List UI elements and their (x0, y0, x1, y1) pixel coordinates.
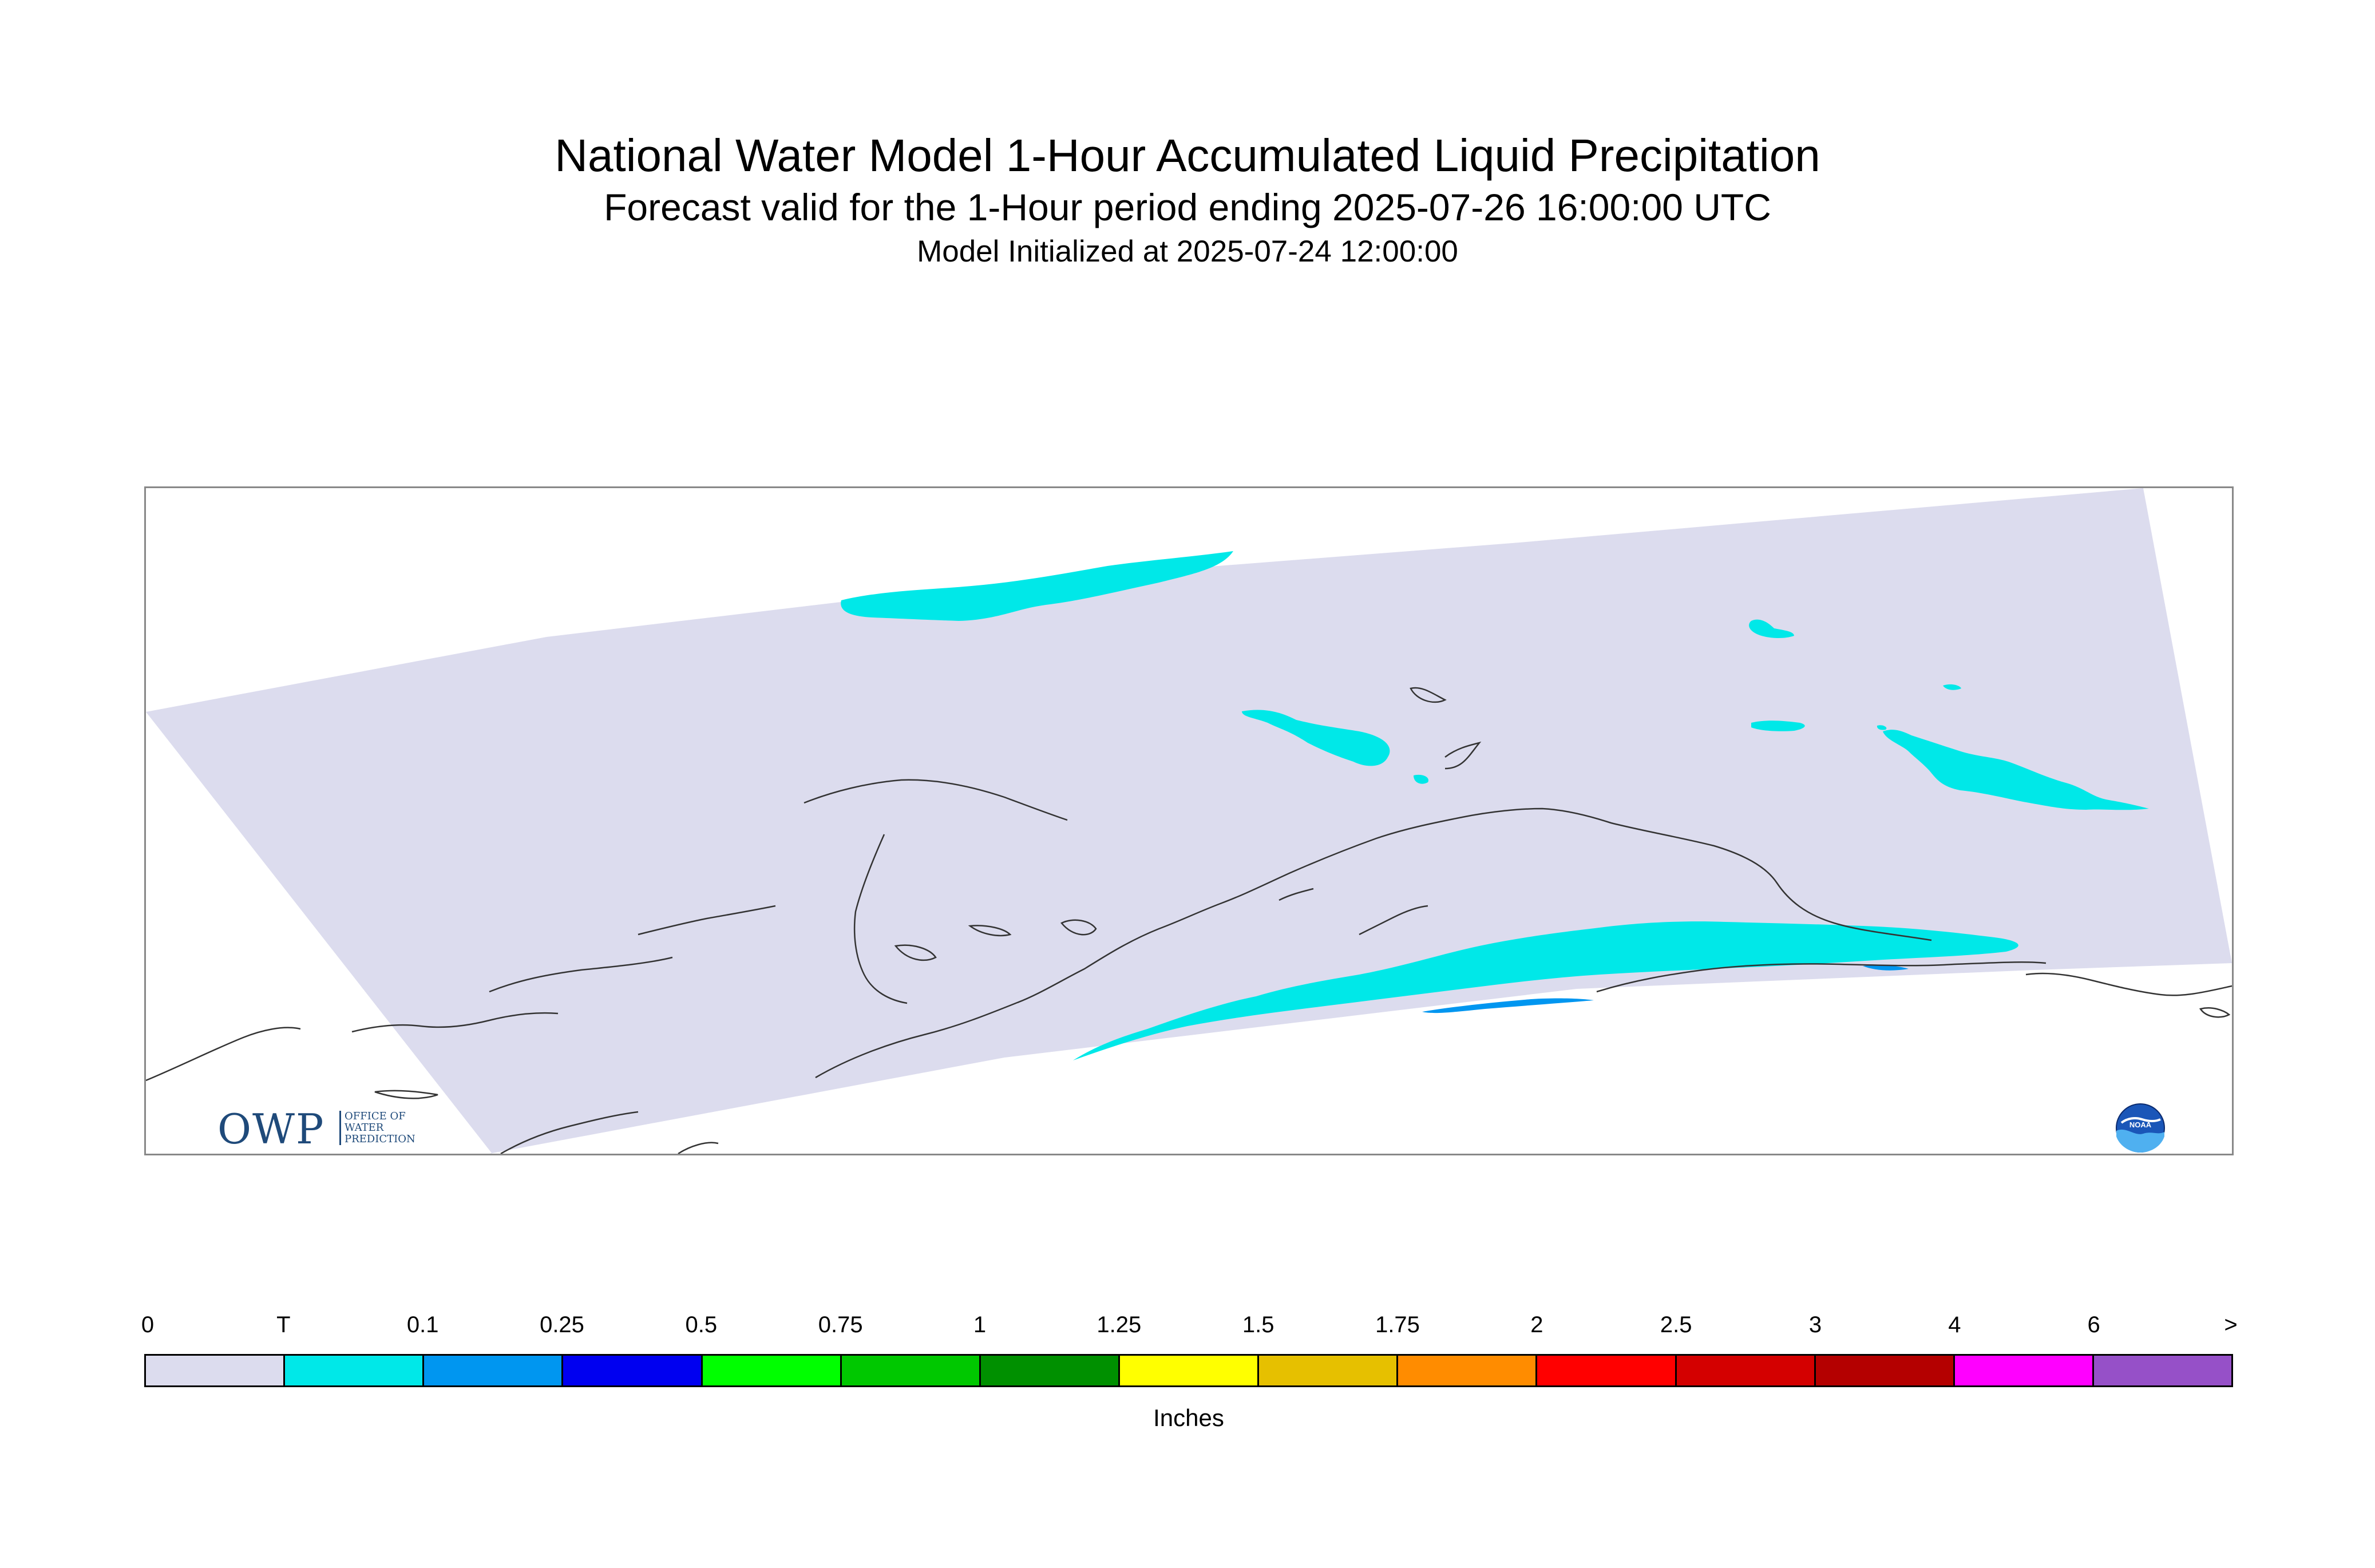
legend-swatch-6 (980, 1356, 1120, 1385)
legend-tick-label: 2.5 (1660, 1312, 1692, 1337)
legend-tick-label: 0.75 (818, 1312, 863, 1337)
precip-0-1-areas (1422, 965, 1909, 1013)
model-domain (146, 488, 2232, 1154)
legend-tick-label: 1.5 (1242, 1312, 1274, 1337)
legend-tick-label: 1.75 (1375, 1312, 1420, 1337)
coast-southwest (500, 1111, 639, 1154)
legend-swatch-8 (1259, 1356, 1399, 1385)
owp-logo-line-2: WATER (345, 1122, 384, 1134)
legend-tick-label: 4 (1948, 1312, 1961, 1337)
legend-color-bar (144, 1354, 2233, 1387)
coast-lake (1060, 919, 1097, 936)
precip-trace-areas (841, 551, 2149, 1060)
precip-area-center-dot (1414, 774, 1428, 784)
legend-swatch-2 (424, 1356, 564, 1385)
legend-tick-label: 6 (2087, 1312, 2100, 1337)
legend-swatch-0 (146, 1356, 286, 1385)
legend-tick-label: 0.25 (540, 1312, 584, 1337)
legend-tick-label: T (276, 1312, 291, 1337)
owp-logo: OWP OFFICE OF WATER PREDICTION (217, 1106, 423, 1152)
legend-swatch-12 (1815, 1356, 1955, 1385)
coast-river-2 (853, 834, 908, 1004)
legend-swatch-11 (1676, 1356, 1816, 1385)
owp-logo-line-3: PREDICTION (345, 1133, 415, 1145)
legend-tick-label: > (2224, 1312, 2238, 1337)
precip-area-northeast-2 (1751, 720, 1805, 731)
coast-islands-center-2 (1278, 888, 1314, 901)
owp-logo-line-1: OFFICE OF (345, 1110, 406, 1122)
owp-logo-letters: OWP (217, 1105, 325, 1153)
noaa-logo: NOAA (2116, 1103, 2165, 1153)
legend-swatch-5 (841, 1356, 981, 1385)
legend-swatch-1 (285, 1356, 425, 1385)
legend-tick-label: 0 (141, 1312, 155, 1337)
legend-swatch-9 (1398, 1356, 1538, 1385)
legend-tick-label: 3 (1808, 1312, 1822, 1337)
legend-swatch-10 (1537, 1356, 1677, 1385)
legend-swatch-3 (563, 1356, 703, 1385)
coast-east-lake (2199, 1007, 2231, 1018)
legend-swatch-13 (1954, 1356, 2094, 1385)
coast-west-bay (351, 1012, 559, 1033)
coast-southwest-2 (678, 1142, 719, 1154)
coastlines (146, 687, 2232, 1154)
map-title: National Water Model 1-Hour Accumulated … (555, 130, 1820, 181)
legend-tick-label: 0.1 (406, 1312, 439, 1337)
model-initialized-text: Model Initialized at 2025-07-24 12:00:00 (917, 235, 1458, 268)
coast-mainland (1596, 961, 2047, 993)
precip-area-center (1242, 710, 1390, 766)
coast-peninsula (815, 807, 1932, 1079)
map-panel: OWP OFFICE OF WATER PREDICTION NOAA (144, 486, 2234, 1155)
precipitation-legend: 0 T 0.1 0.25 0.5 0.75 1 1.25 1.5 1.75 2 2.5 3 4 6 > Inc… (141, 1310, 2238, 1442)
coast-islands-center (1359, 905, 1428, 936)
precip-area-north (841, 551, 1233, 621)
forecast-valid-subtitle: Forecast valid for the 1-Hour period end… (604, 186, 1771, 228)
owp-logo-subtext: OFFICE OF WATER PREDICTION (339, 1111, 415, 1145)
legend-tick-label: 1 (973, 1312, 987, 1337)
coast-west-lake (374, 1090, 438, 1099)
precip-area-south (1073, 921, 2018, 1060)
legend-swatch-14 (2093, 1356, 2232, 1385)
coast-island-1 (894, 944, 937, 961)
legend-swatch-4 (702, 1356, 842, 1385)
precip-area-northeast-1 (1749, 619, 1794, 638)
precip-area-northeast-3 (1943, 684, 1961, 690)
legend-unit-label: Inches (1153, 1404, 1224, 1431)
coast-river (803, 779, 1068, 821)
legend-tick-labels: 0 T 0.1 0.25 0.5 0.75 1 1.25 1.5 1.75 2 2.5 3 4 6 > (141, 1310, 2238, 1345)
legend-tick-label: 1.25 (1097, 1312, 1142, 1337)
legend-tick-label: 0.5 (685, 1312, 718, 1337)
coast-west-arc (489, 956, 673, 993)
legend-swatch-7 (1119, 1356, 1260, 1385)
precip-area-east (1883, 730, 2149, 810)
precip-area-south-core (1422, 998, 1594, 1013)
precip-area-south-core-east (1863, 965, 1909, 971)
precip-area-east-dot (1877, 725, 1887, 730)
coast-islands-north (1410, 687, 1447, 703)
coast-west (146, 1027, 301, 1082)
noaa-logo-text: NOAA (2129, 1120, 2152, 1129)
coast-west-arc-2 (638, 905, 776, 936)
coast-islands-north-2 (1444, 741, 1482, 770)
coast-east-shore (2025, 972, 2232, 996)
coast-island-2 (968, 925, 1012, 937)
precipitation-map (146, 488, 2232, 1154)
legend-tick-label: 2 (1530, 1312, 1543, 1337)
